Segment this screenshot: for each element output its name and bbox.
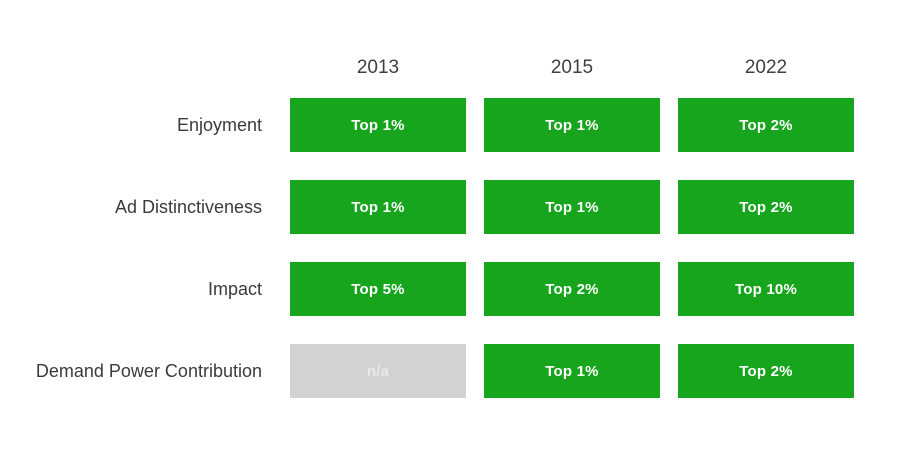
row-label-impact: Impact <box>207 278 262 299</box>
column-header-2015: 2015 <box>550 57 594 78</box>
table-row-demand-power-contribution: Demand Power Contribution n/a Top 1% Top… <box>0 344 872 398</box>
cell-impact-2022: Top 10% <box>678 262 854 316</box>
cell-impact-2013: Top 5% <box>290 262 466 316</box>
column-header-2022: 2022 <box>744 57 788 78</box>
cell-enjoyment-2015: Top 1% <box>484 98 660 152</box>
percentile-matrix: 2013 2015 2022 Enjoyment Top 1% Top 1% T… <box>0 55 872 426</box>
header-row: 2013 2015 2022 <box>0 55 872 81</box>
cell-impact-2015: Top 2% <box>484 262 660 316</box>
table-row-ad-distinctiveness: Ad Distinctiveness Top 1% Top 1% Top 2% <box>0 180 872 234</box>
table-row-impact: Impact Top 5% Top 2% Top 10% <box>0 262 872 316</box>
cell-enjoyment-2022: Top 2% <box>678 98 854 152</box>
cell-ad-distinctiveness-2013: Top 1% <box>290 180 466 234</box>
cell-enjoyment-2013: Top 1% <box>290 98 466 152</box>
table-row-enjoyment: Enjoyment Top 1% Top 1% Top 2% <box>0 98 872 152</box>
cell-demand-power-contribution-2015: Top 1% <box>484 344 660 398</box>
row-label-enjoyment: Enjoyment <box>176 114 262 135</box>
row-label-ad-distinctiveness: Ad Distinctiveness <box>114 196 262 217</box>
cell-demand-power-contribution-2022: Top 2% <box>678 344 854 398</box>
cell-ad-distinctiveness-2015: Top 1% <box>484 180 660 234</box>
cell-ad-distinctiveness-2022: Top 2% <box>678 180 854 234</box>
cell-demand-power-contribution-2013: n/a <box>290 344 466 398</box>
row-label-demand-power-contribution: Demand Power Contribution <box>35 360 262 381</box>
column-header-2013: 2013 <box>356 57 400 78</box>
